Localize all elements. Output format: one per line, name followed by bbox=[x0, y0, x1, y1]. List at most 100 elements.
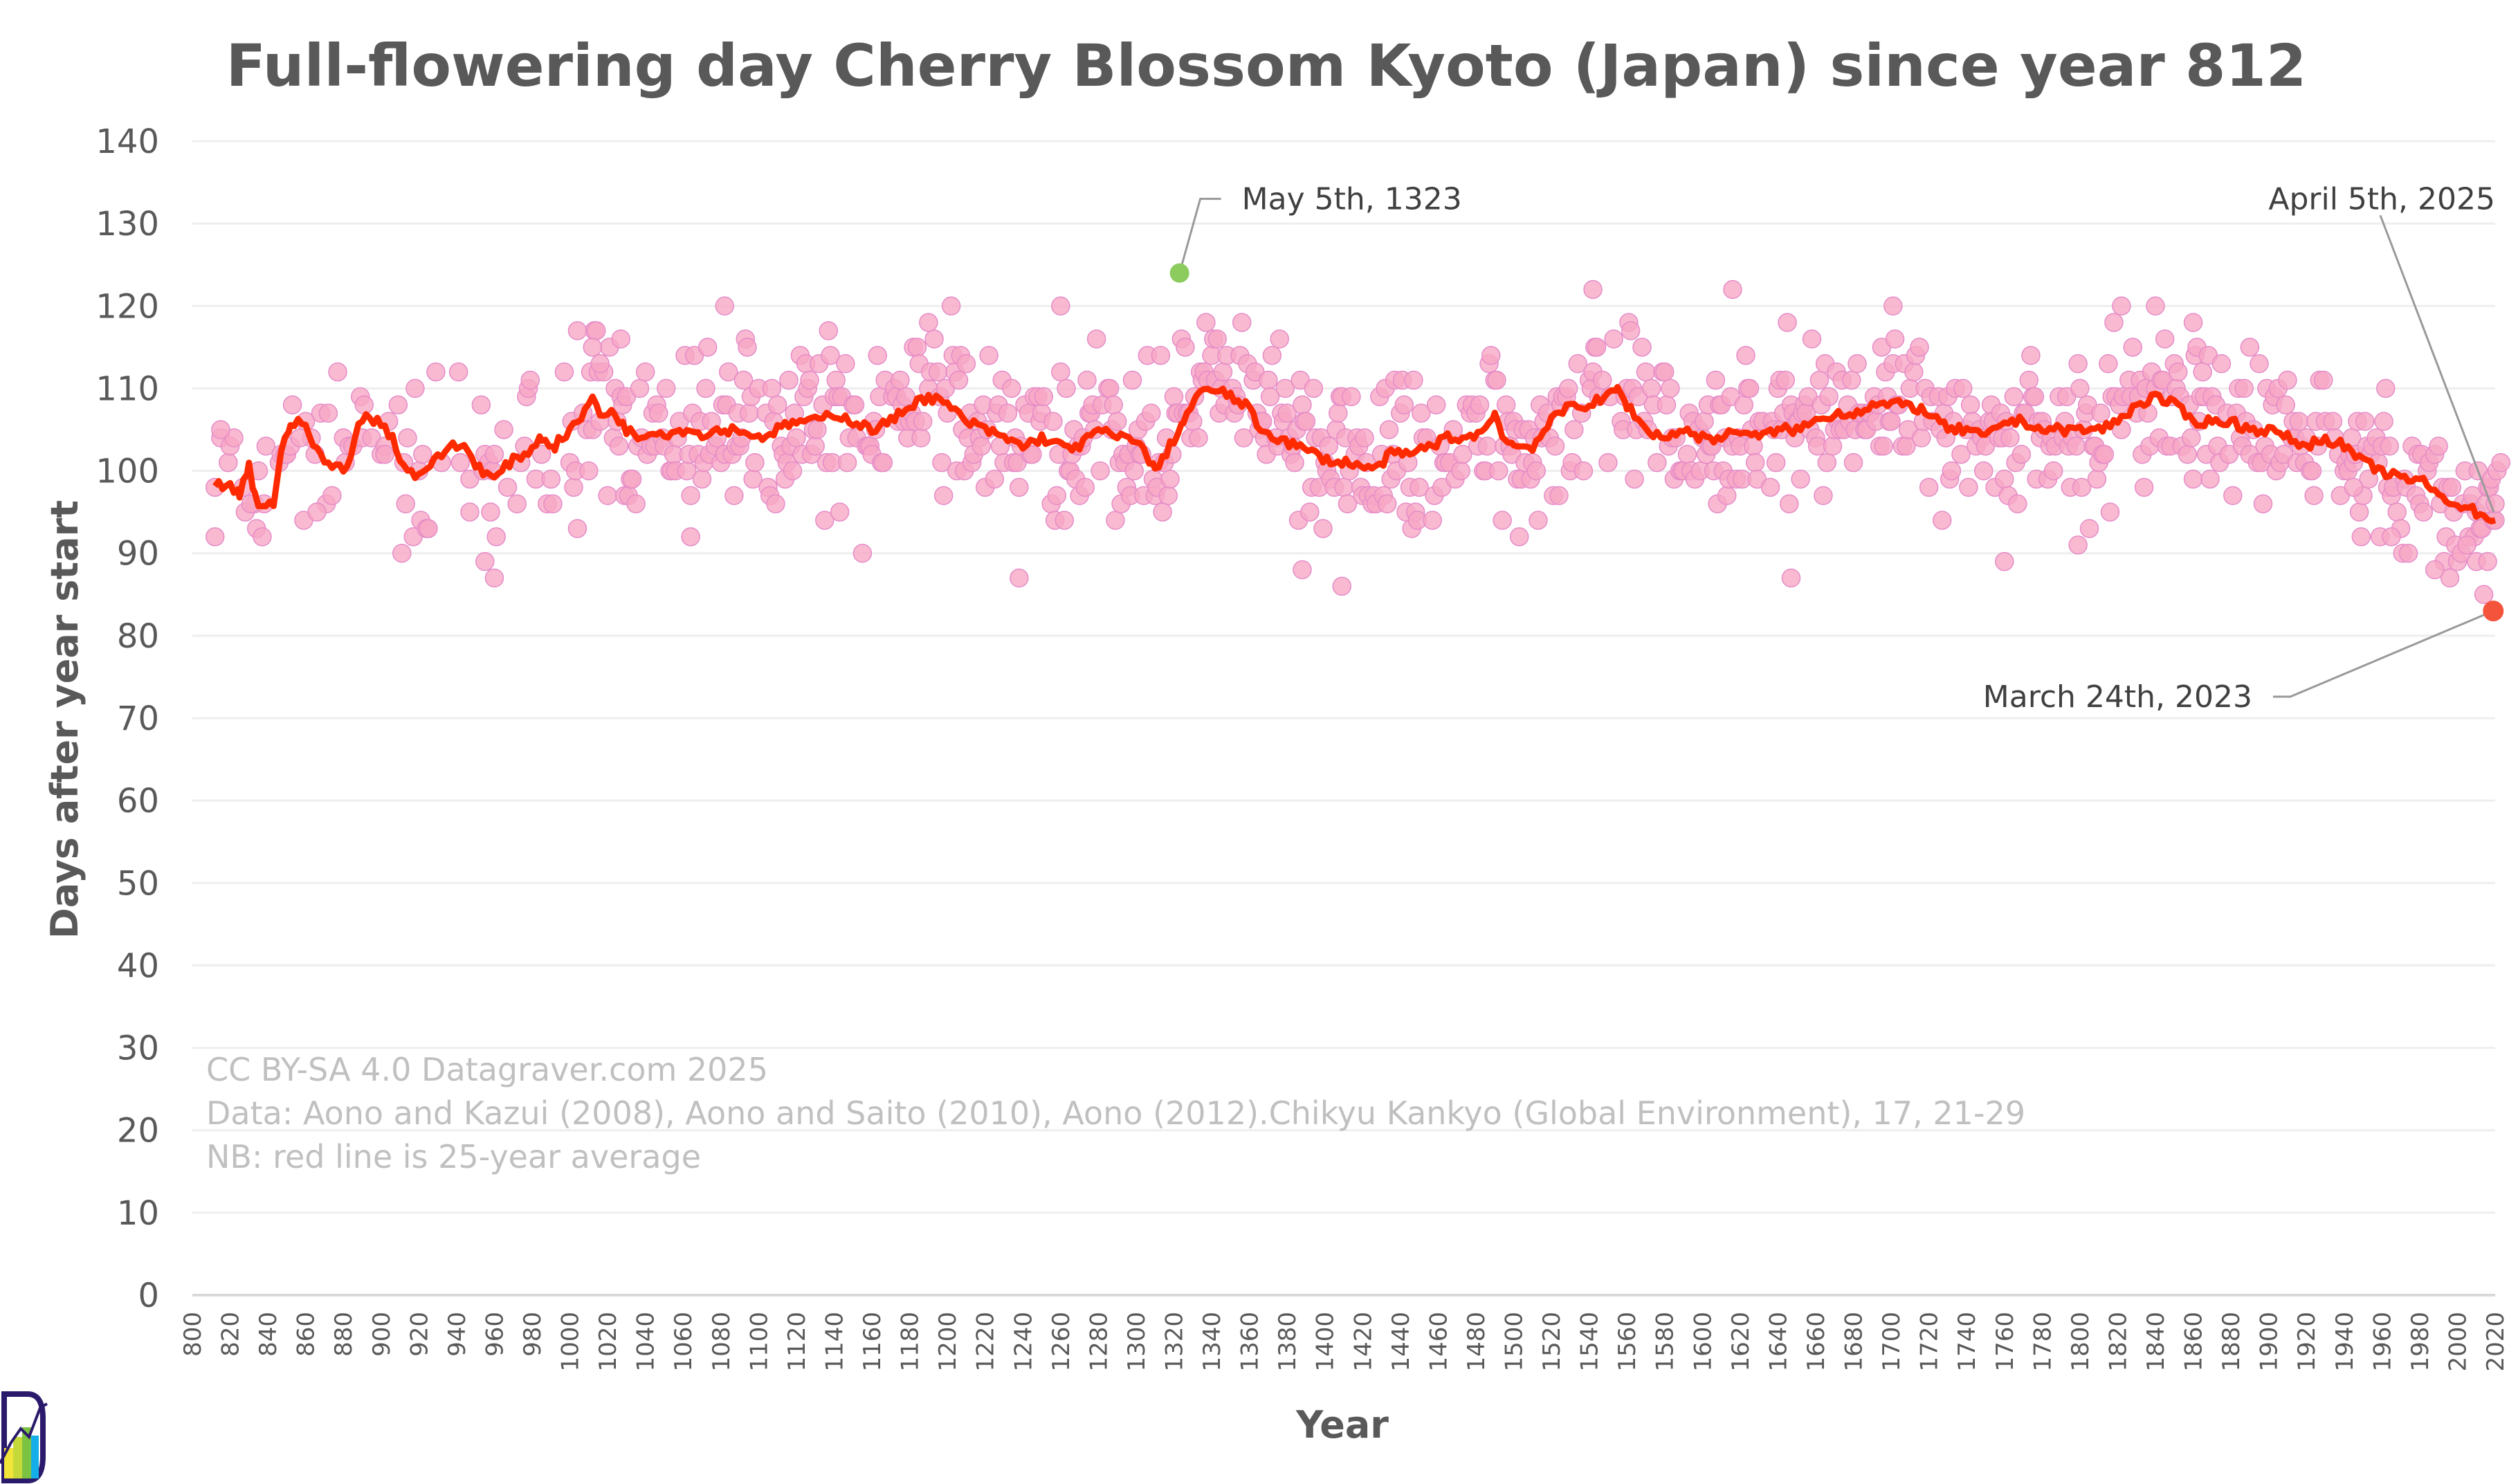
scatter-point bbox=[868, 346, 887, 365]
scatter-point bbox=[2240, 338, 2260, 357]
scatter-point bbox=[2355, 412, 2375, 431]
scatter-point bbox=[941, 296, 961, 316]
scatter-point bbox=[852, 543, 873, 563]
annotation-leader-2025 bbox=[2379, 214, 2495, 513]
x-axis-ticks: 800 820 840 860 880 900 920 940 960 980 1000 1020 10… bbox=[179, 1312, 2510, 1372]
scatter-point bbox=[1142, 403, 1161, 423]
scatter-point bbox=[821, 346, 840, 365]
scatter-point bbox=[2008, 494, 2027, 513]
scatter-point bbox=[2349, 502, 2369, 522]
scatter-point bbox=[1911, 428, 1931, 448]
scatter-point bbox=[1319, 437, 1338, 456]
x-axis-label: Year bbox=[1295, 1403, 1389, 1447]
logo-bar-yellow bbox=[4, 1448, 13, 1478]
scatter-point bbox=[805, 437, 825, 456]
scatter-point bbox=[696, 378, 715, 399]
scatter-point bbox=[1883, 296, 1903, 316]
scatter-point bbox=[1051, 296, 1070, 316]
scatter-point bbox=[1106, 511, 1125, 530]
scatter-point bbox=[1661, 378, 1680, 399]
scatter-point bbox=[520, 370, 540, 390]
scatter-point bbox=[1995, 469, 2014, 489]
scatter-point bbox=[2278, 370, 2297, 390]
x-tick-label: 1640 bbox=[1764, 1312, 1792, 1372]
scatter-point bbox=[1423, 511, 1442, 530]
x-tick-label: 960 bbox=[481, 1312, 509, 1357]
scatter-point bbox=[1592, 370, 1612, 390]
scatter-point bbox=[1207, 329, 1227, 349]
x-tick-label: 1860 bbox=[2180, 1312, 2208, 1372]
scatter-point bbox=[1814, 486, 1833, 506]
scatter-point bbox=[1723, 280, 1742, 300]
scatter-point bbox=[622, 469, 642, 489]
scatter-point bbox=[1717, 486, 1737, 506]
scatter-point bbox=[2457, 535, 2476, 555]
scatter-point bbox=[913, 412, 933, 431]
average-line bbox=[212, 384, 2497, 524]
scatter-point bbox=[656, 378, 676, 399]
scatter-series bbox=[205, 263, 2510, 605]
scatter-point bbox=[484, 568, 504, 588]
scatter-point bbox=[1377, 494, 1397, 513]
scatter-point bbox=[541, 469, 561, 489]
scatter-point bbox=[2183, 313, 2203, 332]
scatter-point bbox=[1332, 576, 1352, 596]
x-tick-label: 1380 bbox=[1274, 1312, 1302, 1372]
scatter-point bbox=[567, 321, 587, 340]
scatter-point bbox=[2429, 437, 2448, 456]
scatter-point bbox=[1545, 437, 1565, 456]
x-tick-label: 1060 bbox=[670, 1312, 697, 1372]
x-tick-label: 920 bbox=[405, 1312, 433, 1357]
scatter-point bbox=[1104, 395, 1123, 415]
scatter-point bbox=[543, 494, 563, 513]
scatter-point bbox=[2304, 486, 2324, 506]
scatter-point bbox=[956, 354, 976, 374]
scatter-point bbox=[1695, 412, 1714, 431]
y-tick-label: 100 bbox=[95, 452, 159, 491]
x-tick-label: 1900 bbox=[2256, 1312, 2283, 1372]
x-tick-label: 1960 bbox=[2369, 1312, 2396, 1372]
scatter-point bbox=[1300, 502, 1320, 522]
scatter-point bbox=[1379, 420, 1399, 439]
scatter-point bbox=[2442, 477, 2462, 497]
scatter-point bbox=[1404, 370, 1423, 390]
scatter-point bbox=[2474, 585, 2494, 605]
scatter-point bbox=[354, 395, 374, 415]
scatter-point bbox=[375, 444, 394, 464]
y-axis-label: Days after year start bbox=[43, 500, 86, 939]
scatter-point bbox=[1932, 511, 1952, 530]
scatter-point bbox=[1481, 346, 1501, 365]
scatter-point bbox=[2478, 551, 2497, 571]
scatter-point bbox=[2004, 387, 2024, 407]
scatter-point bbox=[2276, 395, 2295, 415]
y-tick-label: 80 bbox=[117, 617, 159, 656]
scatter-point bbox=[2104, 313, 2124, 332]
scatter-point bbox=[1107, 412, 1127, 431]
scatter-point bbox=[1055, 511, 1075, 530]
scatter-point bbox=[907, 338, 927, 357]
scatter-point bbox=[1781, 568, 1801, 588]
scatter-point bbox=[1496, 395, 1516, 415]
scatter-point bbox=[2351, 527, 2371, 547]
y-tick-label: 60 bbox=[117, 782, 159, 821]
scatter-point bbox=[1817, 452, 1837, 473]
scatter-point bbox=[2019, 370, 2038, 390]
scatter-point bbox=[1677, 444, 1697, 464]
scatter-point bbox=[924, 329, 944, 349]
scatter-point bbox=[1493, 511, 1512, 530]
x-tick-label: 1000 bbox=[557, 1312, 585, 1372]
scatter-point bbox=[1509, 527, 1529, 547]
scatter-point bbox=[1526, 461, 1546, 481]
scatter-point bbox=[1959, 477, 1978, 497]
scatter-point bbox=[1270, 329, 1290, 349]
scatter-point bbox=[979, 346, 998, 365]
credit-note: NB: red line is 25-year average bbox=[206, 1138, 701, 1175]
scatter-point bbox=[1919, 477, 1939, 497]
scatter-point bbox=[715, 296, 735, 316]
scatter-point bbox=[318, 403, 338, 423]
scatter-point bbox=[583, 338, 603, 357]
scatter-point bbox=[2099, 354, 2118, 374]
scatter-point bbox=[1334, 477, 1353, 497]
y-tick-label: 130 bbox=[95, 205, 159, 244]
scatter-point bbox=[609, 437, 629, 456]
